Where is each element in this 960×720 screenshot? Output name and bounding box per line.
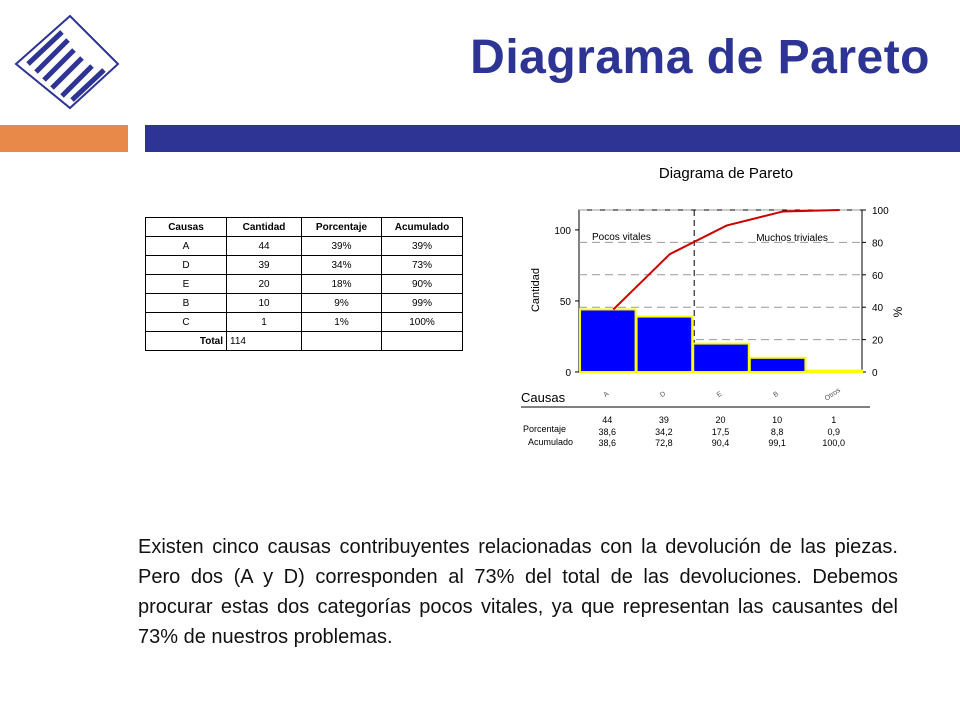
table-cell: 1: [226, 312, 302, 332]
table-header: Cantidad: [226, 217, 302, 237]
annotation-pocos-vitales: Pocos vitales: [592, 232, 651, 243]
table-cell: 99%: [381, 293, 463, 313]
table-cell: 100%: [381, 312, 463, 332]
data-row-value: 1: [831, 415, 836, 425]
header-band-blue: [145, 125, 960, 152]
table-cell: 90%: [381, 274, 463, 294]
row-label-acumulado: Acumulado: [528, 437, 573, 447]
y2-tick-label: 20: [872, 336, 884, 347]
table-cell: 20: [226, 274, 302, 294]
y2-axis-label: %: [891, 306, 905, 317]
annotation-muchos-triviales: Muchos triviales: [756, 233, 828, 244]
table-cell: 39%: [301, 236, 382, 256]
table-cell: 39: [226, 255, 302, 275]
page-title: Diagrama de Pareto: [470, 31, 930, 84]
table-header-row: Causas Cantidad Porcentaje Acumulado: [145, 217, 463, 237]
x-tick-label: B: [772, 390, 780, 399]
table-cell: C: [145, 312, 227, 332]
table-cell: B: [145, 293, 227, 313]
table-cell: 18%: [301, 274, 382, 294]
table-cell: 1%: [301, 312, 382, 332]
y2-tick-label: 60: [872, 271, 884, 282]
table-cell: 44: [226, 236, 302, 256]
table-cell: 34%: [301, 255, 382, 275]
table-cell: E: [145, 274, 227, 294]
data-row-value: 100,0: [822, 438, 845, 448]
table-cell: 9%: [301, 293, 382, 313]
y-axis-label: Cantidad: [530, 268, 542, 312]
table-row: E 20 18% 90%: [145, 274, 463, 294]
table-cell: 73%: [381, 255, 463, 275]
data-row-value: 34,2: [655, 427, 673, 437]
header-band-orange: [0, 125, 128, 152]
table-cell: [381, 331, 463, 351]
data-row-value: 38,6: [599, 427, 617, 437]
y2-tick-label: 80: [872, 238, 884, 249]
table-cell: 10: [226, 293, 302, 313]
y2-tick-label: 0: [872, 368, 878, 379]
pareto-chart: 0 50 100 0 20 40 60 80 100 Diagrama de Pareto Cant…: [521, 165, 905, 448]
data-row-value: 38,6: [599, 438, 617, 448]
table-cell: 39%: [381, 236, 463, 256]
table-cell: [301, 331, 382, 351]
table-row: D 39 34% 73%: [145, 255, 463, 275]
table-total-value: 114: [226, 331, 302, 351]
row-label-porcentaje: Porcentaje: [523, 424, 566, 434]
data-table: Causas Cantidad Porcentaje Acumulado A 4…: [145, 217, 463, 351]
table-row: A 44 39% 39%: [145, 236, 463, 256]
y2-tick-label: 100: [872, 206, 889, 217]
data-row-value: 72,8: [655, 438, 673, 448]
cumulative-line: [612, 209, 840, 311]
chart-title: Diagrama de Pareto: [659, 165, 793, 182]
data-row-value: 17,5: [712, 427, 730, 437]
y-tick-label: 100: [554, 226, 571, 237]
bar-Otros: [805, 369, 863, 374]
data-row-value: 99,1: [768, 438, 786, 448]
table-header: Acumulado: [381, 217, 463, 237]
table-row: C 1 1% 100%: [145, 312, 463, 332]
body-paragraph: Existen cinco causas contribuyentes rela…: [138, 536, 898, 648]
x-axis-label: Causas: [521, 390, 566, 405]
y-tick-label: 50: [560, 297, 572, 308]
table-row: B 10 9% 99%: [145, 293, 463, 313]
y-tick-label: 0: [565, 368, 571, 379]
data-row-value: 10: [772, 415, 782, 425]
x-tick-label: D: [659, 390, 667, 399]
data-row-value: 20: [715, 415, 725, 425]
bar-D: [635, 315, 694, 373]
data-row-value: 44: [602, 415, 612, 425]
x-tick-label: A: [603, 390, 611, 399]
table-cell: D: [145, 255, 227, 275]
table-header: Causas: [145, 217, 227, 237]
data-row-value: 39: [659, 415, 669, 425]
x-tick-label: E: [716, 390, 724, 399]
x-tick-label: Otros: [824, 387, 842, 403]
bar-B: [748, 356, 807, 374]
table-cell: A: [145, 236, 227, 256]
bar-E: [692, 342, 750, 374]
bar-A: [579, 308, 637, 373]
table-header: Porcentaje: [301, 217, 382, 237]
data-row-value: 0,9: [827, 427, 840, 437]
data-row-value: 8,8: [771, 427, 784, 437]
table-total-label: Total: [145, 331, 227, 351]
logo: [14, 14, 120, 110]
data-row-value: 90,4: [712, 438, 730, 448]
y2-tick-label: 40: [872, 303, 884, 314]
table-total-row: Total 114: [145, 331, 463, 351]
